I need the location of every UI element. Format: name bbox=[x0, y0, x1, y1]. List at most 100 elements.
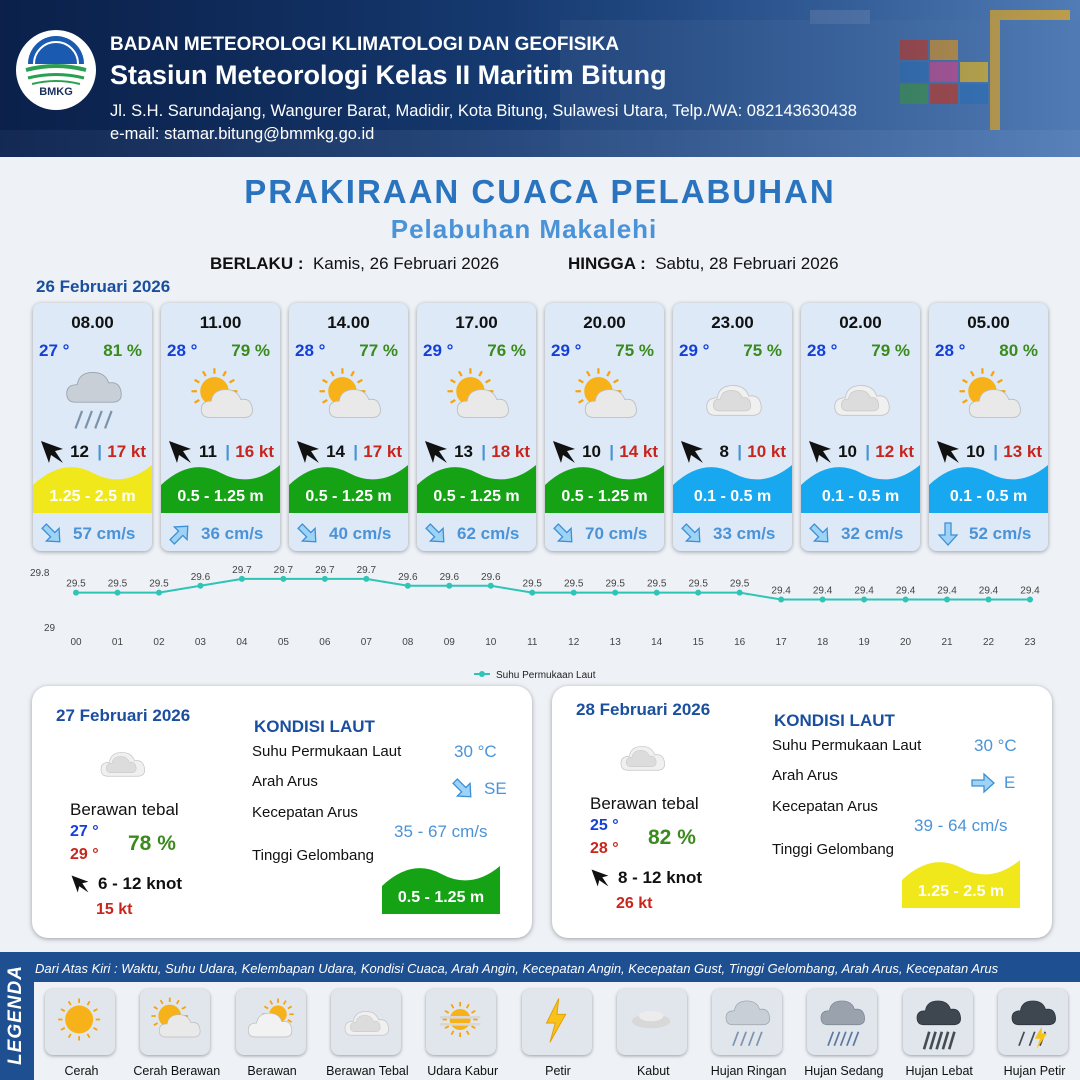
sst-label: Suhu Permukaan Laut bbox=[252, 743, 402, 760]
wind-arrow bbox=[39, 439, 65, 465]
legend-icon-box bbox=[712, 989, 783, 1055]
cerah-berawan-icon bbox=[191, 368, 253, 418]
wind-arrow bbox=[935, 439, 961, 465]
wind-row: | 10 13 kt bbox=[929, 439, 1048, 465]
current-row: 62 cm/s bbox=[417, 517, 536, 551]
legend-icon-box bbox=[807, 989, 878, 1055]
weather-condition bbox=[823, 365, 899, 435]
wind-row: | 11 16 kt bbox=[161, 439, 280, 465]
forecast-card: 20.00 29 ° 75 % | 10 14 kt 0.5 - 1.25 m … bbox=[545, 303, 664, 551]
wind-direction-icon bbox=[553, 441, 575, 463]
panel-wind: 8 - 12 knot bbox=[618, 868, 703, 887]
separator: | bbox=[97, 442, 102, 461]
arrow-southeast-icon bbox=[425, 523, 445, 543]
legend-item-label: Hujan Lebat bbox=[905, 1064, 973, 1078]
sst-value: 30 °C bbox=[974, 736, 1017, 755]
panel-date: 28 Februari 2026 bbox=[576, 700, 711, 719]
air-temperature: 28 ° bbox=[295, 341, 326, 360]
daily-forecast-panel: 28 Februari 2026 Berawan tebal 25 ° 28 °… bbox=[552, 686, 1052, 938]
wave-band bbox=[801, 463, 920, 513]
x-tick-label: 17 bbox=[776, 637, 788, 648]
wind-speed: 10 bbox=[838, 442, 857, 461]
arrow-south-icon bbox=[937, 522, 959, 546]
hujan-lebat-icon bbox=[916, 1000, 961, 1050]
current-speed-label: Kecepatan Arus bbox=[252, 804, 358, 821]
udara-kabur-icon bbox=[440, 1002, 481, 1037]
cerah-berawan-icon bbox=[575, 368, 637, 418]
separator: | bbox=[481, 442, 486, 461]
berawan-tebal-icon bbox=[834, 385, 890, 416]
wind-arrow bbox=[807, 439, 833, 465]
current-speed-label: Kecepatan Arus bbox=[772, 798, 878, 815]
panel-weather-icon bbox=[90, 736, 154, 797]
separator: | bbox=[865, 442, 870, 461]
bmkg-logo: BMKG bbox=[16, 30, 96, 110]
current-arrow bbox=[167, 521, 193, 547]
current-speed: 40 cm/s bbox=[329, 524, 392, 543]
current-speed: 57 cm/s bbox=[73, 524, 136, 543]
wind-arrow bbox=[679, 439, 705, 465]
hujan-ringan-icon bbox=[66, 372, 122, 429]
legend-title: LEGENDA bbox=[5, 965, 26, 1065]
forecast-card: 17.00 29 ° 76 % | 13 18 kt 0.5 - 1.25 m … bbox=[417, 303, 536, 551]
sst-data-point bbox=[861, 596, 868, 603]
humidity: 79 % bbox=[231, 341, 270, 360]
x-tick-label: 15 bbox=[693, 637, 705, 648]
berawan-tebal-icon bbox=[620, 746, 665, 771]
legend-icon-box bbox=[616, 989, 687, 1055]
current-arrow bbox=[679, 521, 705, 547]
wave-height-shape bbox=[902, 860, 1020, 908]
current-arrow bbox=[935, 521, 961, 547]
forecast-card: 08.00 27 ° 81 % | 12 17 kt 1.25 - 2.5 m … bbox=[33, 303, 152, 551]
sst-data-point bbox=[985, 596, 992, 603]
cerah-berawan-icon bbox=[319, 368, 381, 418]
wave-height-shape bbox=[161, 465, 280, 513]
forecast-time: 08.00 bbox=[71, 313, 114, 332]
forecast-date: 26 Februari 2026 bbox=[36, 277, 171, 296]
sst-data-label: 29.5 bbox=[647, 579, 667, 590]
wave-band bbox=[545, 463, 664, 513]
sst-data-label: 29.7 bbox=[315, 565, 335, 576]
wave-height-shape bbox=[801, 465, 920, 513]
gust-speed: 10 kt bbox=[747, 442, 786, 461]
x-tick-label: 01 bbox=[112, 637, 124, 648]
station-email: e-mail: stamar.bitung@bmmkg.go.id bbox=[110, 125, 375, 143]
current-arrow bbox=[423, 521, 449, 547]
current-direction-value: SE bbox=[484, 779, 507, 798]
weather-condition bbox=[183, 365, 259, 435]
sst-data-point bbox=[529, 589, 536, 596]
sst-data-point bbox=[404, 582, 411, 589]
current-row: 36 cm/s bbox=[161, 517, 280, 551]
forecast-card: 23.00 29 ° 75 % | 8 10 kt 0.1 - 0.5 m 33… bbox=[673, 303, 792, 551]
current-row: 52 cm/s bbox=[929, 517, 1048, 551]
wind-direction-icon bbox=[809, 441, 831, 463]
y-tick-label: 29 bbox=[44, 623, 56, 634]
sst-data-point bbox=[238, 575, 245, 582]
panel-gust: 15 kt bbox=[96, 901, 133, 918]
sst-data-label: 29.7 bbox=[274, 565, 294, 576]
legend-marker bbox=[479, 671, 485, 677]
wave-height: 0.5 - 1.25 m bbox=[177, 488, 264, 505]
sst-data-point bbox=[280, 575, 287, 582]
kondisi-laut-title: KONDISI LAUT bbox=[774, 711, 895, 730]
wind-direction-icon bbox=[297, 441, 319, 463]
legend-icon-box bbox=[330, 989, 401, 1055]
valid-from: BERLAKU : Kamis, 26 Februari 2026 bbox=[210, 254, 499, 274]
wave-band bbox=[417, 463, 536, 513]
agency-name: BADAN METEOROLOGI KLIMATOLOGI DAN GEOFIS… bbox=[110, 34, 620, 55]
air-temperature: 29 ° bbox=[679, 341, 710, 360]
wind-direction-icon bbox=[169, 441, 191, 463]
current-speed: 33 cm/s bbox=[713, 524, 776, 543]
panel-wind-arrow bbox=[70, 874, 90, 899]
x-tick-label: 10 bbox=[485, 637, 497, 648]
gust-speed: 17 kt bbox=[107, 442, 146, 461]
berawan-icon bbox=[247, 998, 294, 1038]
current-speed: 62 cm/s bbox=[457, 524, 520, 543]
legend-icon-box bbox=[998, 989, 1068, 1055]
sst-data-point bbox=[778, 596, 785, 603]
current-arrow bbox=[551, 521, 577, 547]
wave-height-shape bbox=[382, 866, 500, 914]
sst-data-label: 29.6 bbox=[481, 572, 501, 583]
sst-data-point bbox=[321, 575, 328, 582]
legend-item-label: Berawan bbox=[247, 1064, 297, 1078]
